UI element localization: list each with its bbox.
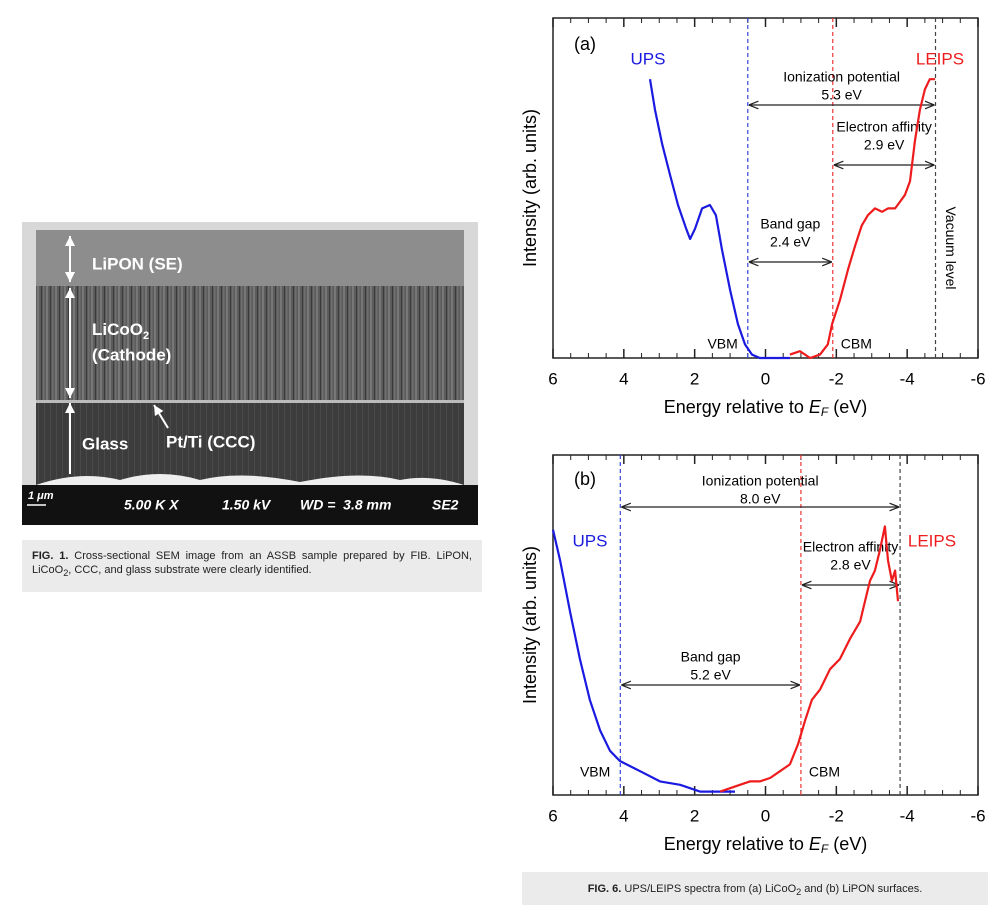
layer-label: Glass <box>82 434 128 453</box>
annotation-text: 2.4 eV <box>770 234 811 250</box>
x-tick-label: 4 <box>619 369 628 388</box>
figure-1-caption: FIG. 1. Cross-sectional SEM image from a… <box>22 540 482 592</box>
x-tick-label: 6 <box>548 369 557 388</box>
series-label: LEIPS <box>916 49 964 68</box>
caption-text: UPS/LEIPS spectra from (a) LiCoO <box>624 883 797 895</box>
layer-label: Pt/Ti (CCC) <box>166 432 255 451</box>
caption-subscript: 2 <box>796 887 802 898</box>
series-label: LEIPS <box>908 531 956 550</box>
series-line <box>648 79 790 360</box>
annotation-text: Ionization potential <box>702 473 819 489</box>
annotation-text: Band gap <box>681 649 741 665</box>
annotation-text: 2.8 eV <box>830 557 871 573</box>
reference-label: CBM <box>841 336 872 352</box>
caption-text: , CCC, and glass substrate were clearly … <box>68 564 312 576</box>
layer-label: (Cathode) <box>92 345 171 364</box>
x-axis-label: Energy relative to EF (eV) <box>664 834 867 856</box>
x-tick-label: -2 <box>829 369 844 388</box>
panel-label: (b) <box>574 469 596 489</box>
annotation-text: Ionization potential <box>783 69 900 85</box>
label-part: Energy relative to <box>664 397 809 417</box>
annotation-text: Electron affinity <box>836 119 931 135</box>
label-subscript: F <box>821 405 829 419</box>
series-line <box>719 525 900 793</box>
x-tick-label: 6 <box>548 806 557 825</box>
annotation-text: 5.3 eV <box>821 87 862 103</box>
info-text: 1.50 kV <box>222 497 272 513</box>
caption-label: FIG. 6. <box>587 883 622 895</box>
series-line <box>789 78 936 360</box>
plot-frame <box>552 17 979 359</box>
label-part: (eV) <box>828 397 867 417</box>
reference-label: CBM <box>809 764 840 780</box>
annotation-text: 8.0 eV <box>740 491 781 507</box>
annotation-text: Band gap <box>760 216 820 232</box>
info-bar <box>22 485 478 525</box>
series-label: UPS <box>573 531 608 550</box>
x-tick-label: -4 <box>900 369 915 388</box>
y-axis-label: Intensity (arb. units) <box>520 546 540 704</box>
info-text: WD = 3.8 mm <box>300 497 391 513</box>
layer-label: LiCoO2 <box>92 320 149 341</box>
caption-text: and (b) LiPON surfaces. <box>801 883 923 895</box>
figure-6-caption: FIG. 6. UPS/LEIPS spectra from (a) LiCoO… <box>522 872 988 905</box>
label-part: LiCoO <box>92 320 143 339</box>
glass-layer <box>36 403 464 485</box>
panel-label: (a) <box>574 34 596 54</box>
label-subscript: 2 <box>143 330 149 342</box>
x-tick-label: -4 <box>900 806 915 825</box>
x-tick-label: -6 <box>970 806 985 825</box>
caption-label: FIG. 1. <box>32 550 69 562</box>
x-tick-label: -6 <box>970 369 985 388</box>
caption-subscript: 2 <box>63 568 69 579</box>
label-subscript: F <box>821 842 829 856</box>
label-part: E <box>809 397 822 417</box>
x-tick-label: 0 <box>761 369 770 388</box>
reference-label: VBM <box>580 764 610 780</box>
label-part: E <box>809 834 822 854</box>
annotation-text: 5.2 eV <box>690 667 731 683</box>
lipon-layer <box>36 230 464 286</box>
x-tick-label: -2 <box>829 806 844 825</box>
series-line <box>551 529 735 793</box>
x-tick-label: 4 <box>619 806 628 825</box>
info-text: 5.00 K X <box>124 497 180 513</box>
y-axis-label: Intensity (arb. units) <box>520 109 540 267</box>
cathode-layer <box>36 286 464 400</box>
reference-label: Vacuum level <box>943 206 959 289</box>
label-part: Energy relative to <box>664 834 809 854</box>
surface-debris <box>36 474 464 485</box>
x-tick-label: 2 <box>690 806 699 825</box>
pointer-arrow <box>153 404 169 429</box>
annotation-text: 2.9 eV <box>864 137 905 153</box>
annotation-text: Electron affinity <box>803 539 898 555</box>
reference-label: VBM <box>707 336 737 352</box>
info-text: SE2 <box>432 497 459 513</box>
caption-text: Cross-sectional SEM image from an ASSB s… <box>32 550 472 576</box>
layer-label: LiPON (SE) <box>92 254 183 273</box>
ccc-layer <box>36 400 464 403</box>
x-tick-label: 0 <box>761 806 770 825</box>
x-axis-label: Energy relative to EF (eV) <box>664 397 867 419</box>
sem-image: LiPON (SE) LiCoO2 (Cathode) Glass Pt/Ti … <box>22 222 478 525</box>
x-tick-label: 2 <box>690 369 699 388</box>
scale-label: 1 μm <box>28 490 54 502</box>
series-label: UPS <box>631 49 666 68</box>
label-part: (eV) <box>828 834 867 854</box>
